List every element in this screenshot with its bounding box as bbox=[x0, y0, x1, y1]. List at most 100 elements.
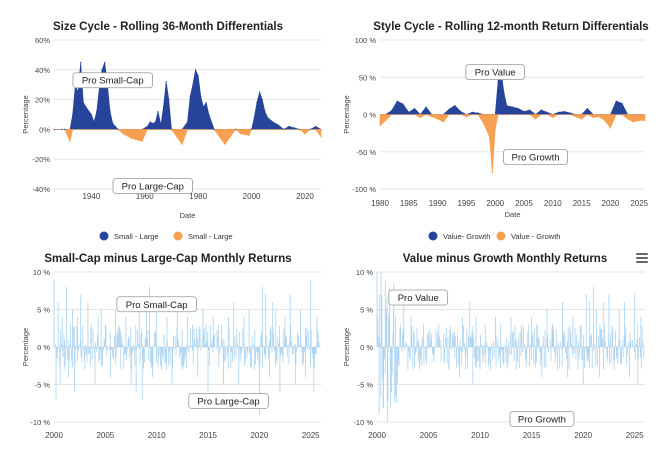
data-point bbox=[165, 81, 167, 83]
data-point bbox=[497, 80, 499, 82]
legend-marker[interactable] bbox=[428, 231, 438, 241]
data-point bbox=[248, 134, 250, 136]
x-tick-label: 2000 bbox=[45, 431, 63, 440]
data-point bbox=[141, 140, 143, 142]
data-point bbox=[82, 101, 84, 104]
annotation-label: Pro Small-Cap bbox=[82, 76, 144, 87]
data-point bbox=[240, 133, 242, 135]
data-point bbox=[483, 122, 485, 125]
data-point bbox=[460, 110, 462, 113]
data-point bbox=[644, 119, 646, 122]
data-point bbox=[130, 137, 133, 139]
y-tick-label: -5 % bbox=[35, 381, 51, 390]
y-tick-label: 0 % bbox=[363, 111, 376, 120]
data-point bbox=[197, 75, 199, 77]
legend-marker[interactable] bbox=[496, 231, 506, 241]
data-point bbox=[529, 109, 531, 111]
data-point bbox=[506, 104, 508, 107]
chart-title: Size Cycle - Rolling 36-Month Differenti… bbox=[53, 21, 283, 33]
y-tick-label: 40% bbox=[35, 66, 50, 75]
y-tick-label: -40% bbox=[32, 185, 50, 194]
legend-label: Value- Growth bbox=[443, 232, 490, 241]
y-tick-label: 0 % bbox=[37, 343, 50, 352]
y-tick-label: 5 % bbox=[360, 306, 373, 315]
x-tick-label: 2020 bbox=[574, 431, 592, 440]
annotation-label: Pro Large-Cap bbox=[122, 182, 184, 193]
data-point bbox=[154, 121, 157, 123]
annotation-label: Pro Large-Cap bbox=[197, 397, 259, 408]
annotation-box bbox=[503, 149, 568, 165]
data-point bbox=[264, 110, 266, 113]
y-tick-label: 50 % bbox=[359, 73, 376, 82]
area-negative-series bbox=[379, 114, 646, 173]
data-point bbox=[511, 106, 514, 108]
data-point bbox=[288, 125, 290, 128]
data-point bbox=[101, 69, 103, 71]
annotation-box bbox=[116, 296, 197, 313]
annotation-label: Pro Growth bbox=[512, 152, 560, 163]
y-tick-label: 60% bbox=[35, 36, 50, 45]
y-axis-title: Percentage bbox=[21, 328, 30, 366]
y-axis-title: Percentage bbox=[342, 328, 351, 366]
data-point bbox=[176, 136, 178, 138]
data-point bbox=[379, 125, 381, 127]
data-point bbox=[413, 107, 416, 110]
annotation-label: Pro Value bbox=[475, 68, 516, 79]
data-point bbox=[213, 128, 215, 130]
x-tick-label: 1985 bbox=[400, 199, 418, 208]
data-point bbox=[234, 128, 237, 130]
data-point bbox=[425, 106, 427, 108]
chart-size-cycle: Size Cycle - Rolling 36-Month Differenti… bbox=[0, 0, 335, 245]
data-point bbox=[471, 111, 473, 113]
data-point bbox=[186, 121, 189, 123]
x-tick-label: 2020 bbox=[296, 192, 314, 201]
data-point bbox=[224, 143, 226, 145]
y-tick-label: -20% bbox=[32, 155, 50, 164]
annotation-box bbox=[465, 64, 526, 80]
x-tick-label: 1980 bbox=[371, 199, 389, 208]
x-tick-label: 2005 bbox=[96, 431, 114, 440]
data-point bbox=[200, 96, 202, 98]
x-tick-label: 2020 bbox=[602, 199, 620, 208]
data-point bbox=[64, 128, 66, 130]
data-point bbox=[253, 116, 255, 119]
data-point bbox=[569, 112, 571, 114]
data-point bbox=[540, 109, 542, 111]
data-point bbox=[448, 108, 450, 110]
data-point bbox=[615, 100, 617, 102]
data-point bbox=[218, 136, 221, 138]
x-tick-label: 1995 bbox=[458, 199, 476, 208]
y-tick-label: 20% bbox=[35, 96, 50, 105]
chart-small-minus-large-monthly: Small-Cap minus Large-Cap Monthly Return… bbox=[0, 245, 335, 453]
data-point bbox=[408, 111, 410, 113]
annotation-box bbox=[72, 72, 153, 89]
y-tick-label: -50 % bbox=[356, 148, 376, 157]
data-point bbox=[488, 136, 491, 138]
x-tick-label: 2020 bbox=[250, 431, 268, 440]
annotation-box bbox=[388, 289, 449, 306]
legend-marker[interactable] bbox=[99, 231, 109, 241]
data-point bbox=[546, 111, 548, 113]
data-point bbox=[586, 107, 588, 110]
data-point bbox=[437, 118, 439, 120]
data-point bbox=[523, 110, 525, 113]
data-point bbox=[122, 133, 125, 135]
data-point bbox=[299, 128, 301, 130]
data-point bbox=[160, 124, 162, 126]
annotation-box bbox=[509, 411, 575, 427]
data-point bbox=[112, 122, 114, 125]
data-point bbox=[69, 140, 71, 142]
data-point bbox=[261, 99, 263, 101]
data-point bbox=[609, 127, 612, 129]
x-tick-label: 2000 bbox=[368, 431, 386, 440]
data-point bbox=[194, 69, 197, 71]
data-point bbox=[315, 125, 317, 128]
data-point bbox=[385, 119, 387, 122]
legend-label: Small - Large bbox=[114, 232, 159, 241]
hamburger-menu-icon[interactable] bbox=[636, 251, 648, 263]
data-point bbox=[149, 121, 151, 123]
y-tick-label: 5 % bbox=[37, 306, 50, 315]
legend-marker[interactable] bbox=[173, 231, 183, 241]
x-tick-label: 2005 bbox=[420, 431, 438, 440]
data-point bbox=[396, 100, 398, 102]
